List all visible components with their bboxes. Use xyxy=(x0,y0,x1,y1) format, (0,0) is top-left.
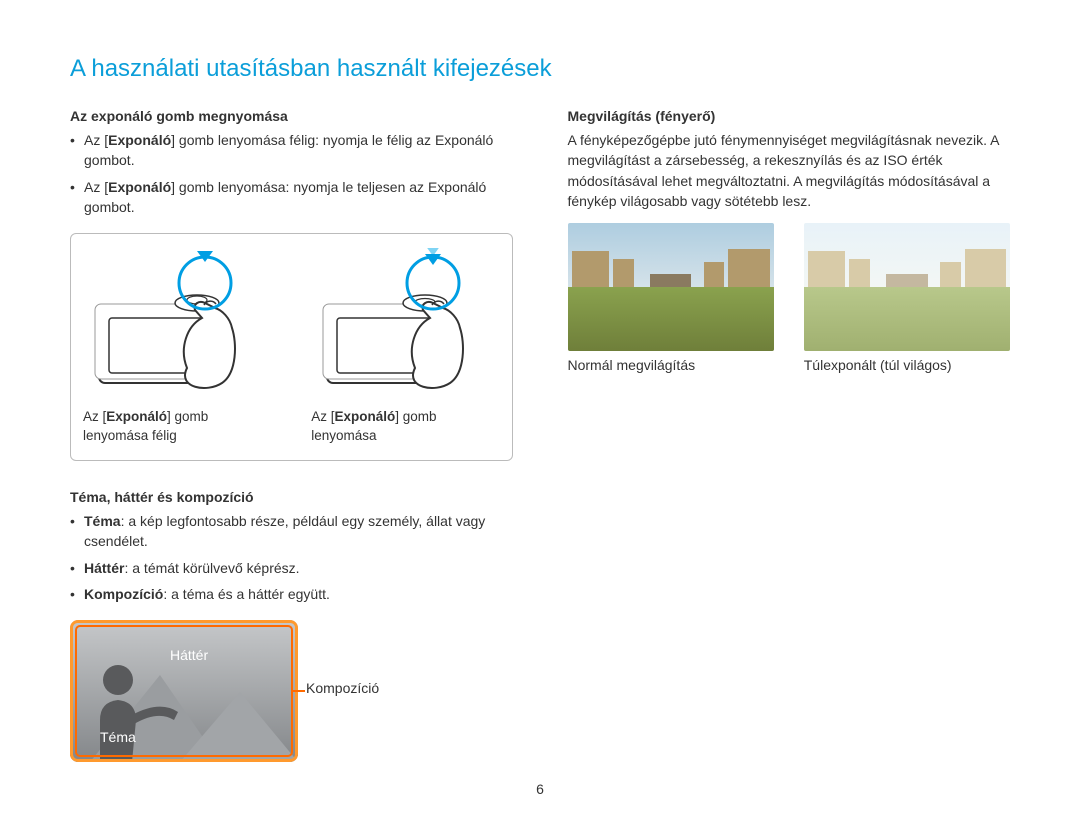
section-heading: Az exponáló gomb megnyomása xyxy=(70,108,513,124)
list-item: Az [Exponáló] gomb lenyomása: nyomja le … xyxy=(70,177,513,218)
photo-row: Normál megvilágítás Túlexponált (túl vil… xyxy=(568,223,1011,373)
right-column: Megvilágítás (fényerő) A fényképezőgépbe… xyxy=(568,108,1011,762)
left-column: Az exponáló gomb megnyomása Az [Exponáló… xyxy=(70,108,513,762)
illustration-half-press: Az [Exponáló] gomb lenyomása félig xyxy=(83,248,271,446)
illustration-caption: Az [Exponáló] gomb lenyomása xyxy=(311,408,499,446)
columns: Az exponáló gomb megnyomása Az [Exponáló… xyxy=(70,108,1010,762)
list-item: Téma: a kép legfontosabb része, például … xyxy=(70,511,513,552)
photo-caption: Túlexponált (túl világos) xyxy=(804,357,1010,373)
list-item: Háttér: a témát körülvevő képrész. xyxy=(70,558,513,578)
camera-half-press-icon xyxy=(87,248,267,398)
section-heading: Megvilágítás (fényerő) xyxy=(568,108,1011,124)
label-subject: Téma xyxy=(100,729,136,745)
exposure-photo-icon xyxy=(804,223,1010,351)
composition-figure: Háttér Téma Kompozíció xyxy=(70,620,400,762)
camera-full-press-icon xyxy=(315,248,495,398)
callout-line xyxy=(292,690,305,692)
manual-page: A használati utasításban használt kifeje… xyxy=(0,0,1080,762)
page-title: A használati utasításban használt kifeje… xyxy=(70,55,1010,83)
illustration-panel: Az [Exponáló] gomb lenyomása félig xyxy=(70,233,513,461)
page-number: 6 xyxy=(0,781,1080,797)
label-background: Háttér xyxy=(170,647,208,663)
list-item: Az [Exponáló] gomb lenyomása félig: nyom… xyxy=(70,130,513,171)
callout-label: Kompozíció xyxy=(306,680,379,696)
bullet-list: Téma: a kép legfontosabb része, például … xyxy=(70,511,513,604)
photo-overexposed: Túlexponált (túl világos) xyxy=(804,223,1010,373)
list-item: Kompozíció: a téma és a háttér együtt. xyxy=(70,584,513,604)
paragraph: A fényképezőgépbe jutó fénymennyiséget m… xyxy=(568,130,1011,211)
photo-caption: Normál megvilágítás xyxy=(568,357,774,373)
composition-image: Háttér Téma xyxy=(70,620,298,762)
exposure-photo-icon xyxy=(568,223,774,351)
section-heading: Téma, háttér és kompozíció xyxy=(70,489,513,505)
illustration-full-press: Az [Exponáló] gomb lenyomása xyxy=(311,248,499,446)
illustration-caption: Az [Exponáló] gomb lenyomása félig xyxy=(83,408,271,446)
bullet-list: Az [Exponáló] gomb lenyomása félig: nyom… xyxy=(70,130,513,217)
photo-normal-exposure: Normál megvilágítás xyxy=(568,223,774,373)
